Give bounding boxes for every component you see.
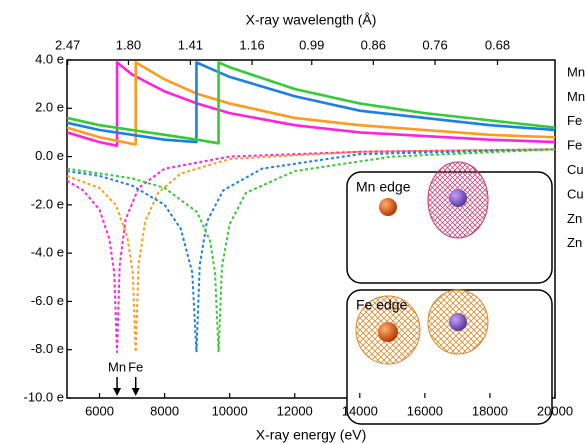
y-tick-label: -8.0 e [31,341,64,356]
y-tick-label: 2.0 e [35,100,64,115]
x-tick-label: 18000 [472,403,508,418]
atom [378,322,398,342]
y-tick-label: 0.0 e [35,148,64,163]
x-tick-label: 14000 [342,403,378,418]
series-line [67,148,555,354]
series-line [67,148,555,354]
legend-label: Zn [567,235,582,250]
legend-label: Zn [567,211,582,226]
inset-fe [346,289,553,425]
x2-tick-label: 2.47 [55,37,80,52]
series-line [67,148,555,354]
series-line [67,61,555,146]
atom [379,198,397,216]
annotation: Mn [108,359,126,374]
legend-label: Mn [567,64,585,79]
y-tick-label: 4.0 e [35,51,64,66]
x-tick-label: 16000 [407,403,443,418]
inset-mn [346,161,553,284]
y-tick-label: -6.0 e [31,293,64,308]
atom [449,189,467,207]
inset-label: Fe edge [356,297,408,313]
x-tick-label: 20000 [537,403,573,418]
x2-tick-label: 1.16 [239,37,264,52]
x-axis-title: X-ray energy (eV) [256,427,366,443]
x-tick-label: 6000 [85,403,114,418]
x-tick-label: 12000 [277,403,313,418]
annotation: Fe [128,359,143,374]
x2-axis-title: X-ray wavelength (Å) [246,12,377,28]
x2-tick-label: 0.76 [422,37,447,52]
x-tick-label: 8000 [150,403,179,418]
lines [67,61,555,354]
x2-tick-label: 0.68 [485,37,510,52]
plot-frame [66,59,556,399]
series-line [67,61,555,145]
y-tick-label: -10.0 e [24,389,64,404]
inset-label: Mn edge [356,179,411,195]
x2-tick-label: 1.80 [116,37,141,52]
legend-label: Fe [567,138,582,153]
legend-label: Fe [567,113,582,128]
series-line [67,148,555,354]
x2-tick-label: 1.41 [178,37,203,52]
legend-label: Mn [567,89,585,104]
y-tick-label: -2.0 e [31,196,64,211]
x2-tick-label: 0.86 [361,37,386,52]
arrow-head [131,388,140,396]
y-tick-label: -4.0 e [31,245,64,260]
legend-label: Cu [567,162,584,177]
x-tick-label: 10000 [212,403,248,418]
arrow-head [113,388,122,396]
atom [449,313,467,331]
legend-label: Cu [567,186,584,201]
series-line [67,61,555,144]
x2-tick-label: 0.99 [299,37,324,52]
